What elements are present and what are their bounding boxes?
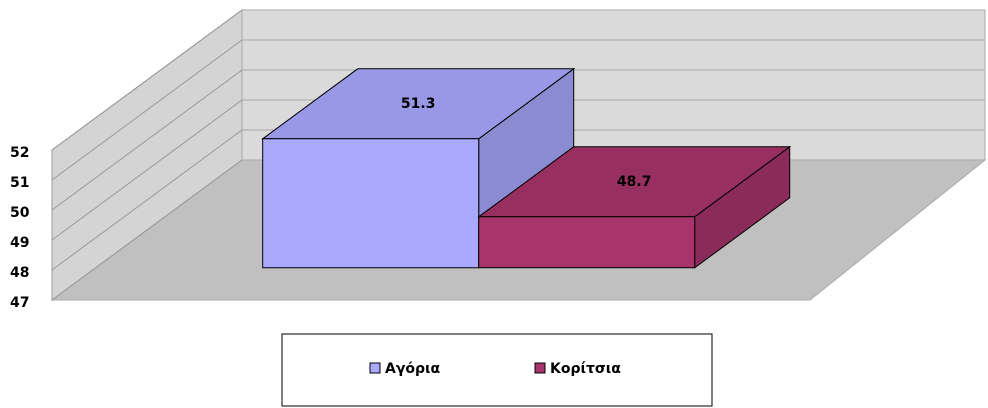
y-tick-label: 49: [10, 235, 29, 251]
y-tick-label: 48: [10, 265, 29, 281]
grid-line: [51, 39, 243, 181]
grid-line: [51, 129, 243, 271]
y-tick-label: 52: [10, 145, 29, 161]
bar: [478, 216, 696, 269]
bar: [262, 138, 480, 269]
y-tick-label: 51: [10, 175, 29, 191]
y-tick-label: 50: [10, 205, 30, 221]
y-tick-label: 47: [10, 295, 29, 311]
legend-swatch: [369, 362, 381, 374]
grid-line: [51, 69, 243, 211]
data-label: 48.7: [617, 174, 652, 190]
data-label: 51.3: [401, 96, 436, 112]
legend-swatch: [534, 362, 546, 374]
grid-line: [51, 9, 243, 151]
grid-line: [51, 159, 243, 301]
legend-label: Κορίτσια: [550, 361, 621, 377]
legend-box: [281, 333, 713, 407]
grid-line: [51, 99, 243, 241]
legend-label: Αγόρια: [385, 361, 440, 377]
